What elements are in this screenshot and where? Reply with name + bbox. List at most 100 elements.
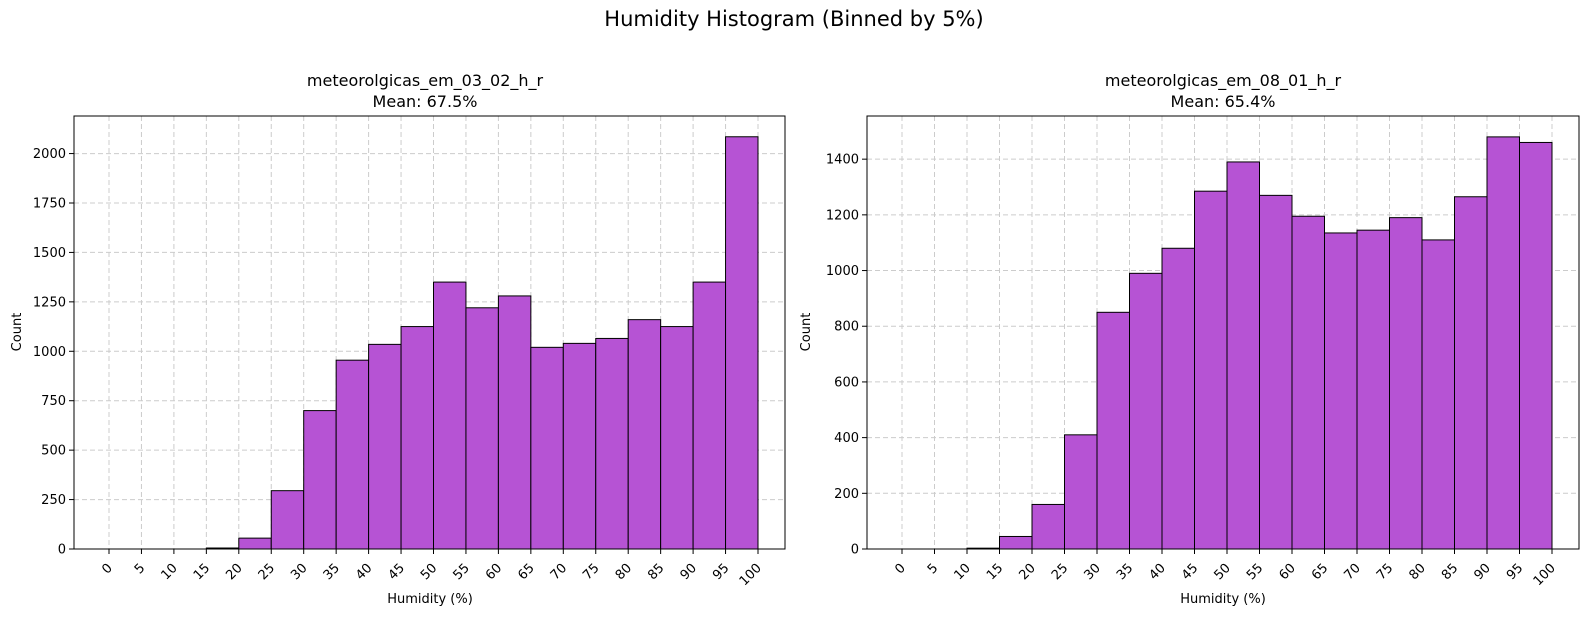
x-tick-label: 75 bbox=[1374, 561, 1396, 583]
x-tick-label: 15 bbox=[984, 561, 1006, 583]
histogram-bar bbox=[1356, 229, 1390, 550]
x-tick-label: 80 bbox=[613, 561, 635, 583]
histogram-bar bbox=[465, 307, 499, 550]
y-tick-label: 1400 bbox=[826, 153, 859, 168]
y-tick-label: 400 bbox=[834, 431, 859, 446]
x-tick-label: 60 bbox=[1277, 561, 1299, 583]
x-tick-label: 100 bbox=[1531, 561, 1559, 589]
subplot-1-xlabel: Humidity (%) bbox=[387, 592, 473, 607]
y-tick-label: 1750 bbox=[33, 196, 66, 211]
x-tick-label: 0 bbox=[892, 561, 908, 577]
y-tick-label: 200 bbox=[834, 487, 859, 502]
x-tick-label: 60 bbox=[483, 561, 505, 583]
x-tick-label: 65 bbox=[515, 561, 537, 583]
histogram-bar bbox=[1324, 232, 1358, 550]
x-tick-label: 30 bbox=[288, 561, 310, 583]
histogram-bar bbox=[692, 281, 727, 550]
x-tick-label: 80 bbox=[1407, 561, 1429, 583]
histogram-bar bbox=[1389, 217, 1423, 550]
subplot-2-title: meteorolgicas_em_08_01_h_r bbox=[1105, 71, 1342, 91]
y-tick-label: 250 bbox=[41, 493, 66, 508]
x-tick-label: 35 bbox=[321, 561, 343, 583]
subplot-1-frame bbox=[73, 115, 786, 550]
subplot-2-frame bbox=[866, 115, 1580, 550]
histogram-bar bbox=[1519, 141, 1553, 550]
figure-suptitle: Humidity Histogram (Binned by 5%) bbox=[604, 7, 983, 31]
x-tick-label: 5 bbox=[132, 561, 148, 577]
x-tick-label: 55 bbox=[1244, 561, 1266, 583]
x-tick-label: 85 bbox=[645, 561, 667, 583]
y-tick-label: 750 bbox=[41, 394, 66, 409]
histogram-bar bbox=[1031, 503, 1065, 550]
histogram-bar bbox=[1226, 161, 1260, 550]
x-tick-label: 70 bbox=[548, 561, 570, 583]
histogram-bar bbox=[1486, 136, 1520, 550]
x-tick-label: 25 bbox=[256, 561, 278, 583]
histogram-bar bbox=[1096, 311, 1130, 550]
histogram-bar bbox=[999, 535, 1033, 550]
histogram-bar bbox=[595, 337, 629, 550]
subplot-1: meteorolgicas_em_03_02_h_r Mean: 67.5% 0… bbox=[10, 71, 786, 607]
x-tick-label: 85 bbox=[1439, 561, 1461, 583]
x-tick-label: 50 bbox=[1212, 561, 1234, 583]
subplot-1-subtitle: Mean: 67.5% bbox=[373, 92, 478, 111]
x-tick-label: 40 bbox=[353, 561, 375, 583]
y-tick-label: 800 bbox=[834, 320, 859, 335]
y-tick-label: 2000 bbox=[33, 147, 66, 162]
y-tick-label: 1000 bbox=[826, 264, 859, 279]
subplot-1-ylabel: Count bbox=[10, 313, 25, 352]
histogram-bar bbox=[1421, 239, 1455, 550]
y-tick-label: 1000 bbox=[33, 345, 66, 360]
histogram-bar bbox=[660, 326, 694, 550]
histogram-bar bbox=[1291, 215, 1325, 550]
histogram-bar bbox=[562, 342, 597, 550]
histogram-bar bbox=[238, 537, 272, 550]
histogram-bar bbox=[270, 490, 305, 550]
histogram-bar bbox=[725, 136, 759, 550]
y-tick-label: 0 bbox=[58, 543, 66, 558]
x-tick-label: 55 bbox=[450, 561, 472, 583]
histogram-bar bbox=[335, 359, 370, 550]
x-tick-label: 25 bbox=[1049, 561, 1071, 583]
histogram-bar bbox=[1454, 196, 1488, 550]
histogram-bar bbox=[303, 410, 337, 550]
histogram-bar bbox=[400, 326, 434, 550]
x-tick-label: 0 bbox=[99, 561, 115, 577]
x-tick-label: 30 bbox=[1082, 561, 1104, 583]
x-tick-label: 90 bbox=[678, 561, 700, 583]
x-tick-label: 10 bbox=[952, 561, 974, 583]
subplot-2-xlabel: Humidity (%) bbox=[1180, 592, 1266, 607]
x-tick-label: 70 bbox=[1342, 561, 1364, 583]
y-tick-label: 1200 bbox=[826, 208, 859, 223]
x-tick-label: 50 bbox=[418, 561, 440, 583]
histogram-bar bbox=[1259, 194, 1293, 550]
subplot-2-bars bbox=[966, 136, 1553, 550]
x-tick-label: 95 bbox=[1504, 561, 1526, 583]
histogram-bar bbox=[433, 281, 467, 550]
x-tick-label: 20 bbox=[1017, 561, 1039, 583]
x-tick-label: 10 bbox=[158, 561, 180, 583]
x-tick-label: 5 bbox=[925, 561, 941, 577]
histogram-bar bbox=[1161, 247, 1195, 550]
x-tick-label: 35 bbox=[1114, 561, 1136, 583]
y-tick-label: 600 bbox=[834, 375, 859, 390]
x-tick-label: 45 bbox=[386, 561, 408, 583]
x-tick-label: 45 bbox=[1179, 561, 1201, 583]
subplot-2-subtitle: Mean: 65.4% bbox=[1171, 92, 1276, 111]
subplot-2-ylabel: Count bbox=[799, 313, 814, 352]
histogram-bar bbox=[1064, 434, 1098, 550]
x-tick-label: 40 bbox=[1147, 561, 1169, 583]
subplot-1-title: meteorolgicas_em_03_02_h_r bbox=[307, 71, 544, 91]
x-tick-label: 15 bbox=[191, 561, 213, 583]
subplot-1-bars bbox=[205, 136, 759, 550]
histogram-bar bbox=[530, 346, 564, 550]
x-tick-label: 65 bbox=[1309, 561, 1331, 583]
y-tick-label: 1250 bbox=[33, 295, 66, 310]
y-tick-label: 1500 bbox=[33, 246, 66, 261]
x-tick-label: 20 bbox=[223, 561, 245, 583]
y-tick-label: 0 bbox=[851, 543, 859, 558]
x-tick-label: 75 bbox=[580, 561, 602, 583]
x-tick-label: 100 bbox=[737, 561, 765, 589]
histogram-bar bbox=[1129, 272, 1163, 550]
